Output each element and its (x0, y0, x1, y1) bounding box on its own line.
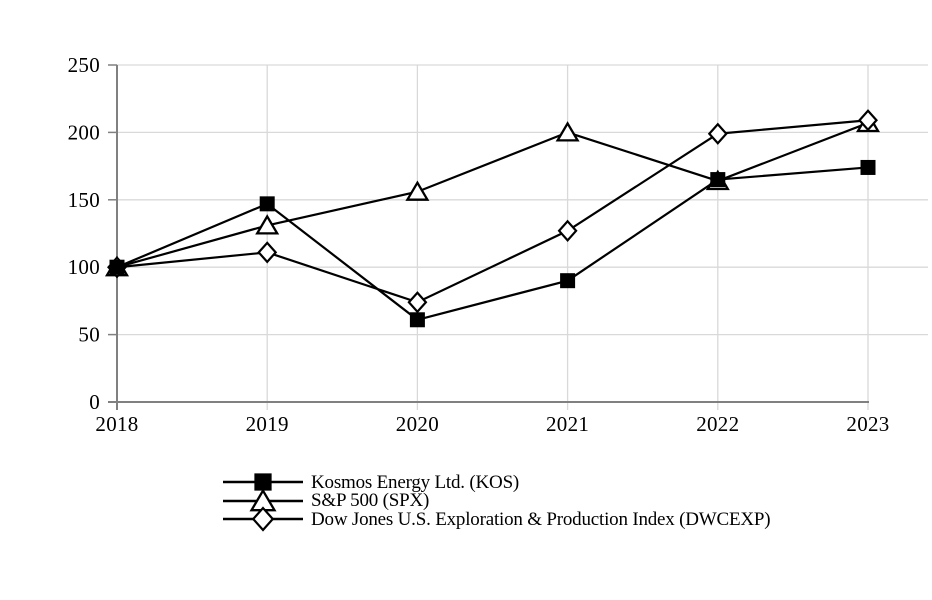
y-tick-label: 100 (68, 255, 100, 279)
x-tick-label: 2019 (246, 412, 289, 436)
triangle-marker (255, 214, 280, 235)
legend-item-kos: Kosmos Energy Ltd. (KOS) (223, 473, 770, 492)
y-tick-label: 0 (89, 390, 100, 414)
y-tick-label: 50 (78, 323, 100, 347)
x-tick-label: 2022 (696, 412, 739, 436)
triangle-marker (555, 121, 580, 142)
diamond-marker (257, 241, 278, 264)
legend-label-kos: Kosmos Energy Ltd. (KOS) (311, 471, 520, 493)
square-marker (109, 259, 125, 275)
square-marker (860, 159, 876, 175)
series-kosmos-energy-ltd-kos- (109, 159, 876, 328)
y-tick-label: 250 (68, 53, 100, 77)
diamond-marker (251, 506, 275, 533)
x-tick-label: 2018 (95, 412, 138, 436)
square-marker (254, 473, 272, 491)
legend-diamond-marker-icon (223, 506, 303, 533)
series-line (116, 119, 869, 304)
diamond-marker (858, 109, 878, 132)
x-tick-label: 2023 (846, 412, 889, 436)
diamond-marker (557, 219, 578, 242)
legend-square-marker-icon (223, 473, 303, 491)
square-marker (259, 196, 275, 212)
triangle-marker (405, 180, 430, 201)
series-line (116, 121, 869, 269)
square-marker (560, 273, 576, 289)
x-tick-label: 2020 (396, 412, 439, 436)
legend-item-spx: S&P 500 (SPX) (223, 488, 770, 512)
legend-label-dwcexp: Dow Jones U.S. Exploration & Production … (311, 508, 771, 530)
diamond-marker (407, 291, 428, 314)
legend-label-spx: S&P 500 (SPX) (311, 490, 430, 512)
chart-legend: Kosmos Energy Ltd. (KOS) S&P 500 (SPX) D… (223, 473, 771, 533)
series-s-p-500-spx- (104, 111, 881, 277)
square-marker (409, 312, 425, 328)
y-tick-label: 200 (68, 120, 100, 144)
legend-item-dwcexp: Dow Jones U.S. Exploration & Production … (223, 506, 771, 533)
series-line (116, 166, 869, 321)
x-tick-label: 2021 (546, 412, 589, 436)
series-dow-jones-u-s-exploration-production-index-dwcexp- (107, 109, 878, 314)
y-tick-label: 150 (68, 188, 100, 212)
diamond-marker (707, 122, 728, 145)
square-marker (710, 172, 726, 188)
